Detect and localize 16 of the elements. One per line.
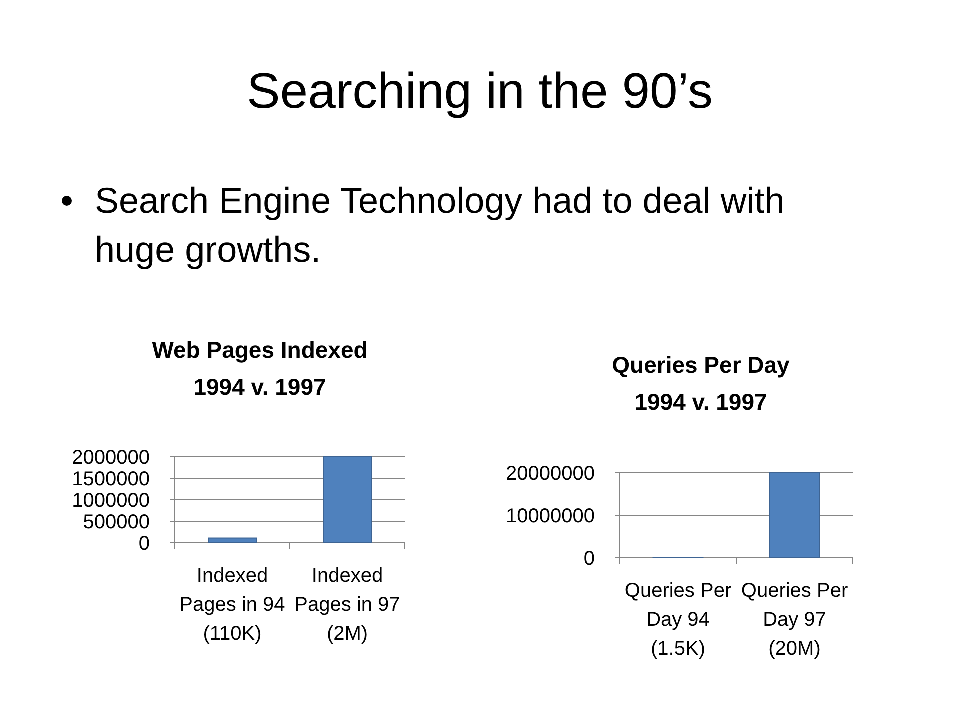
- y-tick-label: 0: [584, 548, 595, 570]
- y-tick-label: 10000000: [506, 506, 595, 528]
- x-tick-label: Queries Per Day 97 (20M): [741, 580, 848, 660]
- y-tick-label: 1500000: [72, 468, 150, 490]
- chart-title: Web Pages Indexed 1994 v. 1997: [152, 337, 368, 400]
- text: Search Engine Technology had to deal with huge growths.: [95, 180, 785, 270]
- x-tick-label: Indexed Pages in 97 (2M): [294, 565, 400, 645]
- y-tick-label: 0: [138, 533, 150, 555]
- y-tick-label: 1000000: [72, 490, 150, 512]
- text: Searching in the 90’s: [246, 63, 714, 119]
- y-tick-label: 20000000: [506, 463, 595, 485]
- x-tick-label: Queries Per Day 94 (1.5K): [624, 580, 732, 660]
- chart-title: Queries Per Day 1994 v. 1997: [612, 352, 790, 415]
- y-tick-label: 2000000: [72, 447, 150, 469]
- x-tick-label: Indexed Pages in 94 (110K): [180, 565, 286, 645]
- y-tick-label: 500000: [83, 512, 150, 534]
